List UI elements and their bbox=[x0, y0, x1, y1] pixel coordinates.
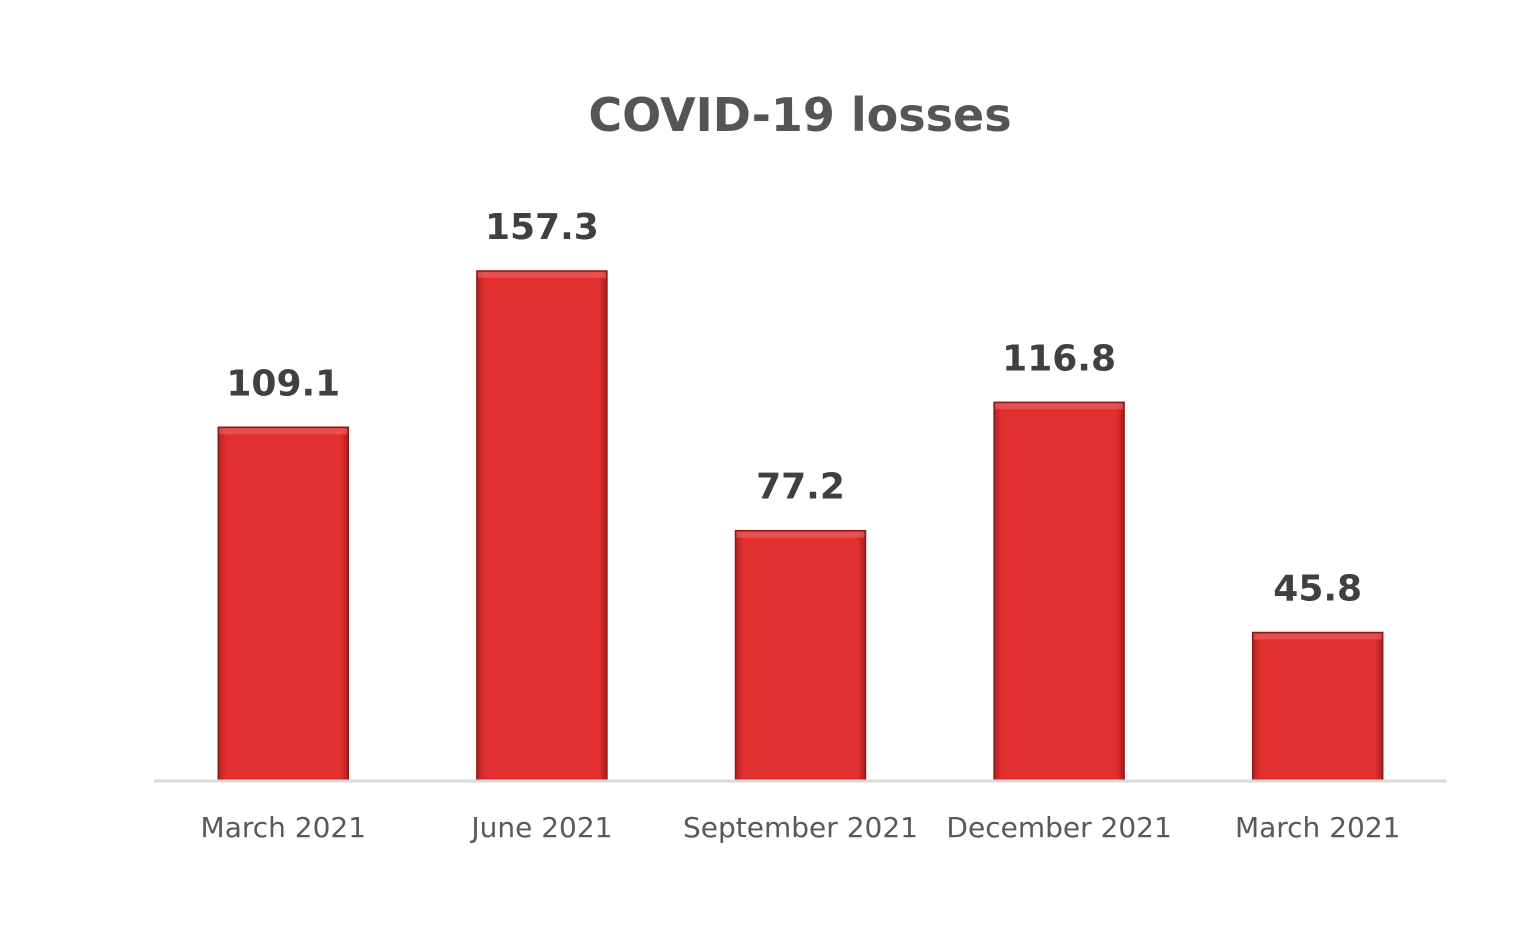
bar-top-highlight bbox=[736, 531, 865, 538]
data-label: 109.1 bbox=[226, 363, 340, 404]
bar bbox=[217, 426, 350, 782]
x-tick-label: March 2021 bbox=[201, 811, 367, 844]
chart-title: COVID-19 losses bbox=[588, 88, 1011, 142]
x-tick-label: September 2021 bbox=[683, 811, 918, 844]
data-label: 77.2 bbox=[756, 467, 845, 508]
bar-top-highlight bbox=[1253, 633, 1382, 640]
bars bbox=[217, 270, 1384, 782]
x-axis-tick-labels: March 2021 June 2021 September 2021 Decembe… bbox=[201, 811, 1401, 844]
data-label: 116.8 bbox=[1002, 338, 1116, 379]
bar-top-highlight bbox=[995, 403, 1124, 410]
data-label: 45.8 bbox=[1273, 569, 1362, 610]
x-tick-label: June 2021 bbox=[469, 811, 612, 844]
x-tick-label: March 2021 bbox=[1235, 811, 1401, 844]
x-tick-label: December 2021 bbox=[946, 811, 1171, 844]
bar-top-highlight bbox=[219, 428, 348, 435]
data-labels: 109.1 157.3 77.2 116.8 45.8 bbox=[226, 207, 1362, 610]
bar bbox=[993, 401, 1125, 782]
bar bbox=[1251, 631, 1384, 782]
bar bbox=[734, 529, 867, 782]
data-label: 157.3 bbox=[485, 207, 599, 248]
bar-top-highlight bbox=[477, 272, 606, 278]
bar bbox=[476, 270, 608, 782]
